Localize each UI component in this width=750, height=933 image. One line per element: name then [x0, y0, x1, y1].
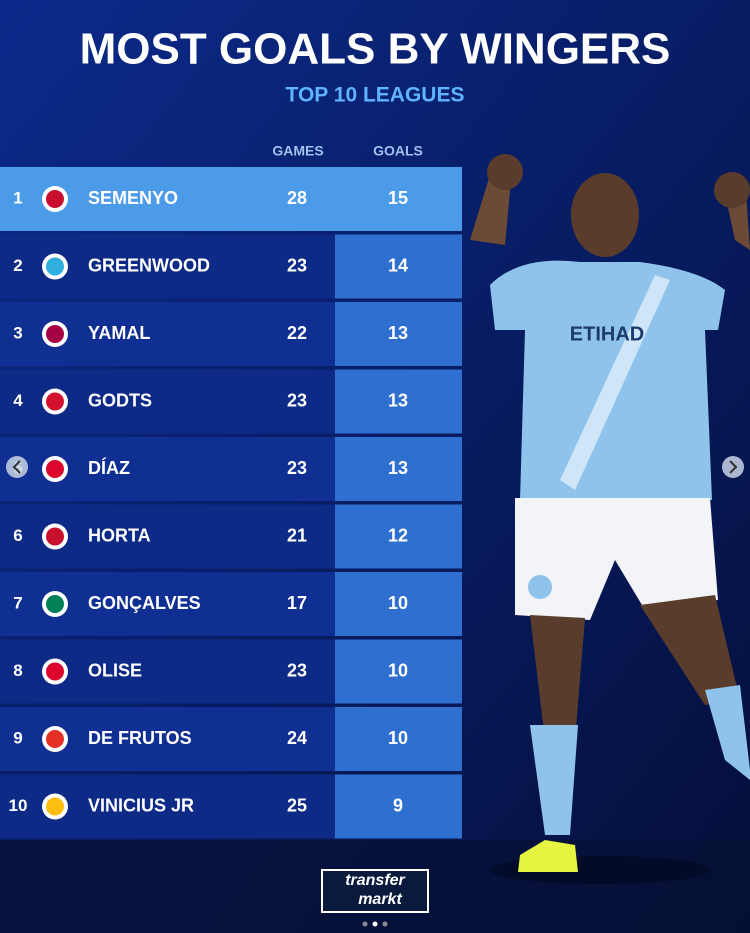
games: 22 [287, 323, 307, 343]
rank: 3 [13, 323, 22, 342]
logo-box [321, 869, 429, 913]
club-crest-inner [46, 190, 64, 208]
games: 23 [287, 390, 307, 410]
games: 21 [287, 525, 307, 545]
goals: 10 [388, 660, 408, 680]
page-dot[interactable] [362, 921, 368, 927]
player-name: DÍAZ [88, 457, 130, 478]
goals-cell [335, 774, 462, 839]
subtitle: TOP 10 LEAGUES [286, 84, 465, 107]
goals-cell [335, 234, 462, 299]
nav-previous[interactable] [6, 456, 28, 478]
player-name: YAMAL [88, 323, 150, 343]
club-crest-inner [46, 325, 64, 343]
player-name: OLISE [88, 660, 142, 680]
goals-cell [335, 302, 462, 366]
goals: 10 [388, 728, 408, 748]
rank: 6 [13, 526, 22, 545]
rank: 4 [13, 391, 23, 410]
page-dot[interactable] [382, 921, 388, 927]
goals: 13 [388, 323, 408, 343]
rank: 8 [13, 661, 22, 680]
club-crest-inner [46, 797, 64, 816]
player-name: GREENWOOD [88, 255, 210, 275]
player-name: HORTA [88, 525, 151, 545]
games: 28 [287, 188, 307, 208]
logo-text: transfer [345, 872, 405, 889]
goals: 14 [388, 255, 408, 275]
club-crest-inner [46, 392, 64, 411]
rank: 10 [9, 796, 28, 815]
goals: 13 [388, 390, 408, 410]
rank: 7 [13, 593, 22, 612]
player-name: GONÇALVES [88, 593, 201, 613]
goals-cell [335, 572, 462, 636]
club-crest-inner [46, 527, 64, 546]
title: MOST GOALS BY WINGERS [80, 25, 671, 74]
games: 23 [287, 458, 307, 478]
games: 24 [287, 728, 307, 748]
goals: 9 [393, 795, 403, 815]
goals-cell [335, 437, 462, 501]
club-crest-inner [46, 662, 64, 681]
goals-cell [335, 369, 462, 434]
club-crest-inner [46, 460, 64, 478]
player-illustration: ETIHAD [470, 154, 750, 884]
player-name: GODTS [88, 390, 152, 410]
rank: 1 [13, 188, 22, 207]
games: 23 [287, 255, 307, 275]
nav-previous-icon [12, 460, 21, 474]
player-name: VINICIUS JR [88, 795, 194, 815]
column-header: GOALS [373, 143, 423, 159]
goals: 12 [388, 525, 408, 545]
goals-cell [335, 504, 462, 569]
games: 17 [287, 593, 307, 613]
nav-next-icon [729, 460, 738, 474]
player-name: SEMENYO [88, 188, 178, 208]
table: 1 SEMENYO 28 15 2 GREENWOOD 23 14 3 YAMAL 22 13 4 GOD… [0, 167, 462, 839]
club-crest-inner [46, 257, 64, 276]
row-highlight [0, 167, 462, 231]
goals-cell [335, 639, 462, 704]
goals: 15 [388, 188, 408, 208]
rank: 9 [13, 728, 22, 747]
logo-text: markt [358, 891, 402, 908]
club-crest-inner [46, 730, 64, 748]
brand-logo: transfer markt [321, 869, 429, 913]
rank: 2 [13, 256, 22, 275]
column-header: GAMES [272, 143, 323, 159]
player-name: DE FRUTOS [88, 728, 192, 748]
games: 23 [287, 660, 307, 680]
games: 25 [287, 795, 307, 815]
goals-cell [335, 707, 462, 771]
page-dot[interactable] [372, 921, 378, 927]
goals: 10 [388, 593, 408, 613]
club-crest-inner [46, 595, 64, 613]
nav-next[interactable] [722, 456, 744, 478]
goals: 13 [388, 458, 408, 478]
shirt-print: ETIHAD [570, 323, 644, 345]
